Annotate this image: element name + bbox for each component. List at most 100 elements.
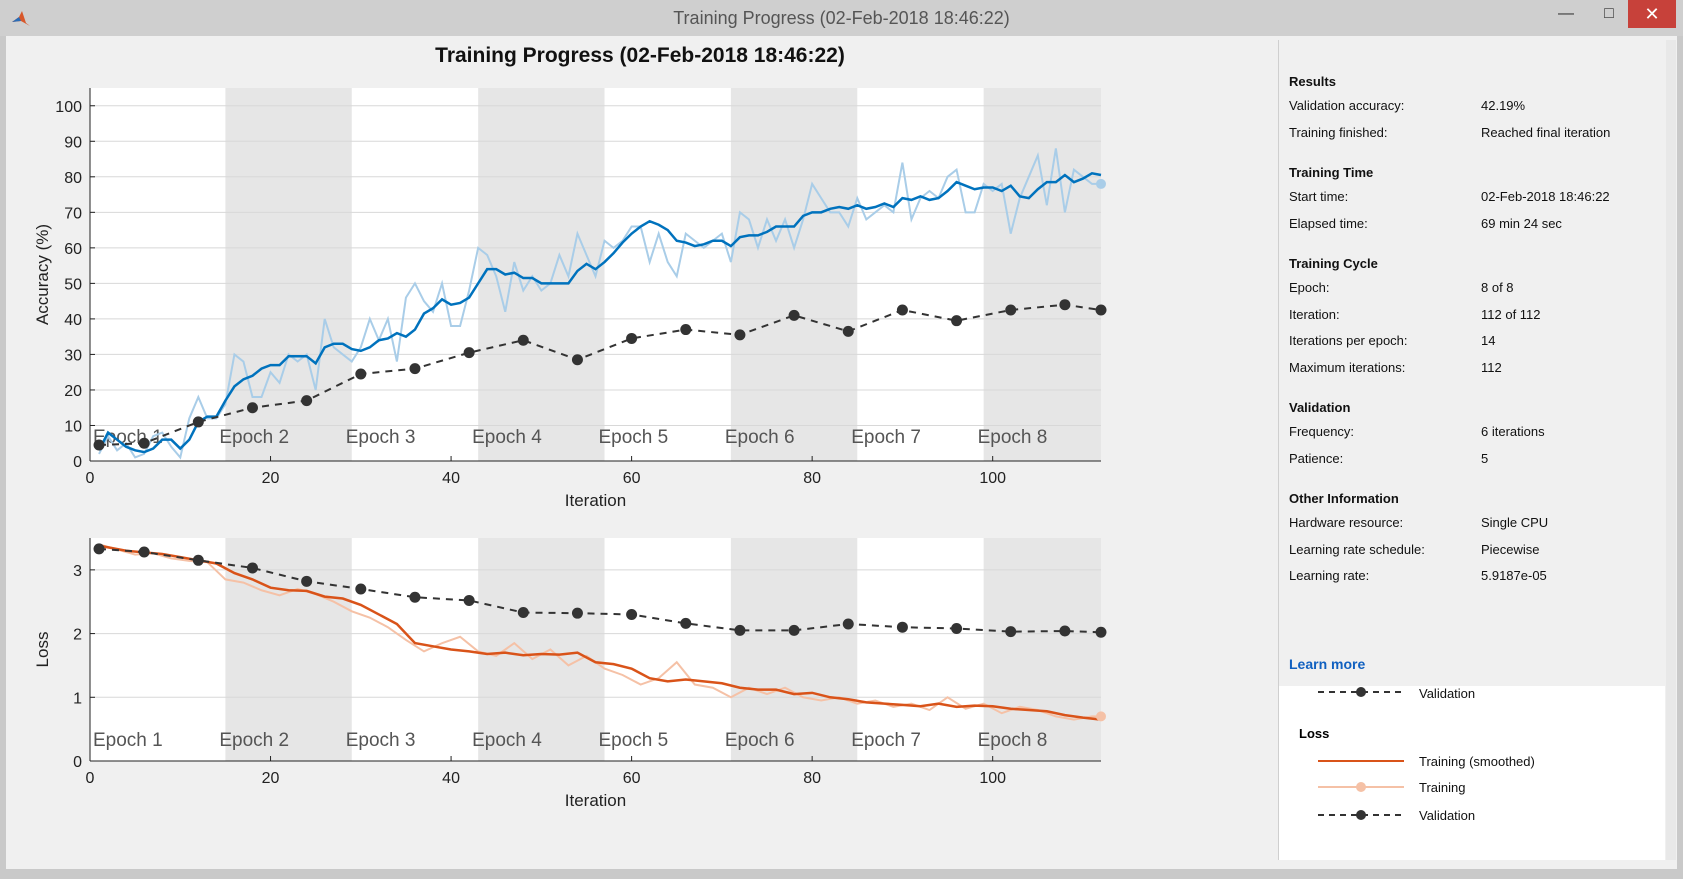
info-row: Validation accuracy: 42.19% [1289,98,1659,125]
x-tick-label: 20 [262,770,280,787]
epoch-band [478,538,605,761]
epoch-label: Epoch 5 [599,730,669,751]
info-row: Start time: 02-Feb-2018 18:46:22 [1289,189,1659,216]
y-tick-label: 10 [64,418,82,435]
loss-validation-point [571,607,583,619]
accuracy-validation-point [463,347,475,359]
info-key: Training finished: [1289,124,1388,140]
epoch-label: Epoch 3 [346,427,416,448]
info-value: 112 [1481,359,1502,375]
info-row: Epoch: 8 of 8 [1289,280,1659,307]
scrollbar[interactable] [1666,40,1676,860]
accuracy-validation-point [355,368,367,380]
info-value: 5 [1481,450,1489,466]
loss-validation-point [93,543,105,555]
y-tick-label: 2 [73,627,82,644]
loss-validation-point [680,617,692,629]
accuracy-validation-point [301,395,313,407]
accuracy-validation-point [896,304,908,316]
x-tick-label: 20 [262,470,280,487]
y-tick-label: 0 [73,754,82,771]
loss-validation-point [409,591,421,603]
info-key: Epoch: [1289,280,1330,295]
window-client: Training Progress (02-Feb-2018 18:46:22)… [6,36,1677,869]
epoch-band [730,538,858,761]
epoch-label: Epoch 3 [346,730,416,751]
maximize-icon[interactable]: □ [1604,5,1614,22]
accuracy-validation-point [788,309,800,321]
info-key: Validation accuracy: [1289,98,1405,113]
loss-validation-point [301,575,313,587]
info-key: Patience: [1289,450,1344,466]
info-row: Iteration: 112 of 112 [1289,307,1659,334]
loss-validation-point [1059,625,1071,637]
y-tick-label: 70 [64,205,82,222]
loss-validation-point [517,607,529,619]
epoch-band [983,538,1101,761]
loss-training-last-point [1096,711,1106,722]
loss-training-line [98,543,1101,721]
loss-validation-point [1005,626,1017,638]
x-tick-label: 80 [803,470,821,487]
accuracy-validation-point [192,416,204,428]
close-icon[interactable]: ✕ [1628,0,1676,28]
y-tick-label: 90 [64,134,82,151]
epoch-label: Epoch 4 [472,427,542,448]
info-key: Hardware resource: [1289,515,1404,530]
info-row: Learning rate schedule: Piecewise [1289,542,1659,569]
x-tick-label: 60 [623,770,641,787]
accuracy-training-last-point [1096,178,1106,189]
accuracy-validation-point [571,354,583,366]
legend-loss-smoothed: Training (smoothed) [1279,752,1665,772]
loss-validation-line [98,547,1102,634]
loss-validation-point [192,554,204,566]
learn-more-link[interactable]: Learn more [1289,656,1366,672]
info-panel: Results Validation accuracy: 42.19% Trainin… [1278,40,1665,860]
accuracy-validation-point [626,332,638,344]
info-row: Frequency: 6 iterations [1289,424,1659,451]
accuracy-axes: 0 20 40 60 80 100 0 10 20 30 40 50 60 70 80 90 100 Iterat… [33,88,1107,510]
accuracy-validation-point [1095,304,1107,316]
info-value: 5.9187e-05 [1481,568,1547,583]
epoch-label: Epoch 6 [725,730,795,751]
x-axis-label: Iteration [565,491,626,510]
y-tick-label: 50 [64,276,82,293]
legend-loss-validation: Validation [1279,806,1665,826]
legend-loss-training: Training [1279,778,1665,798]
legend-label: Validation [1419,686,1476,701]
x-tick-label: 40 [442,770,460,787]
epoch-label: Epoch 1 [93,730,163,751]
info-row: Training finished: Reached final iteratio… [1289,125,1659,152]
info-value: Reached final iteration [1481,124,1611,140]
x-tick-label: 60 [623,470,641,487]
y-axis-label: Accuracy (%) [33,224,52,325]
legend-validation-marker [1318,687,1404,697]
accuracy-validation-line [98,303,1102,447]
info-key: Frequency: [1289,424,1355,439]
x-tick-label: 100 [979,470,1006,487]
minimize-icon[interactable]: — [1558,5,1574,22]
legend-label: Validation [1419,808,1476,823]
info-key: Learning rate: [1289,568,1370,583]
x-tick-label: 0 [86,770,95,787]
info-row: Iterations per epoch: 14 [1289,333,1659,360]
legend-acc-validation: Validation [1279,686,1665,706]
x-tick-label: 80 [803,770,821,787]
y-tick-label: 100 [55,99,82,116]
legend-label: Training [1419,780,1466,795]
loss-smoothed-line [98,544,1102,721]
y-tick-label: 60 [64,241,82,258]
info-row: Learning rate: 5.9187e-05 [1289,568,1659,595]
epoch-band [730,88,858,461]
accuracy-validation-point [246,402,258,414]
info-key: Start time: [1289,189,1349,204]
info-key: Iterations per epoch: [1289,333,1408,348]
accuracy-validation-point [842,325,854,337]
legend-training-marker [1318,782,1404,792]
epoch-label: Epoch 5 [599,427,669,448]
info-key: Maximum iterations: [1289,359,1406,375]
epoch-band [225,538,352,761]
accuracy-validation-point [93,439,105,451]
accuracy-validation-point [1005,304,1017,316]
loss-validation-point [734,624,746,636]
